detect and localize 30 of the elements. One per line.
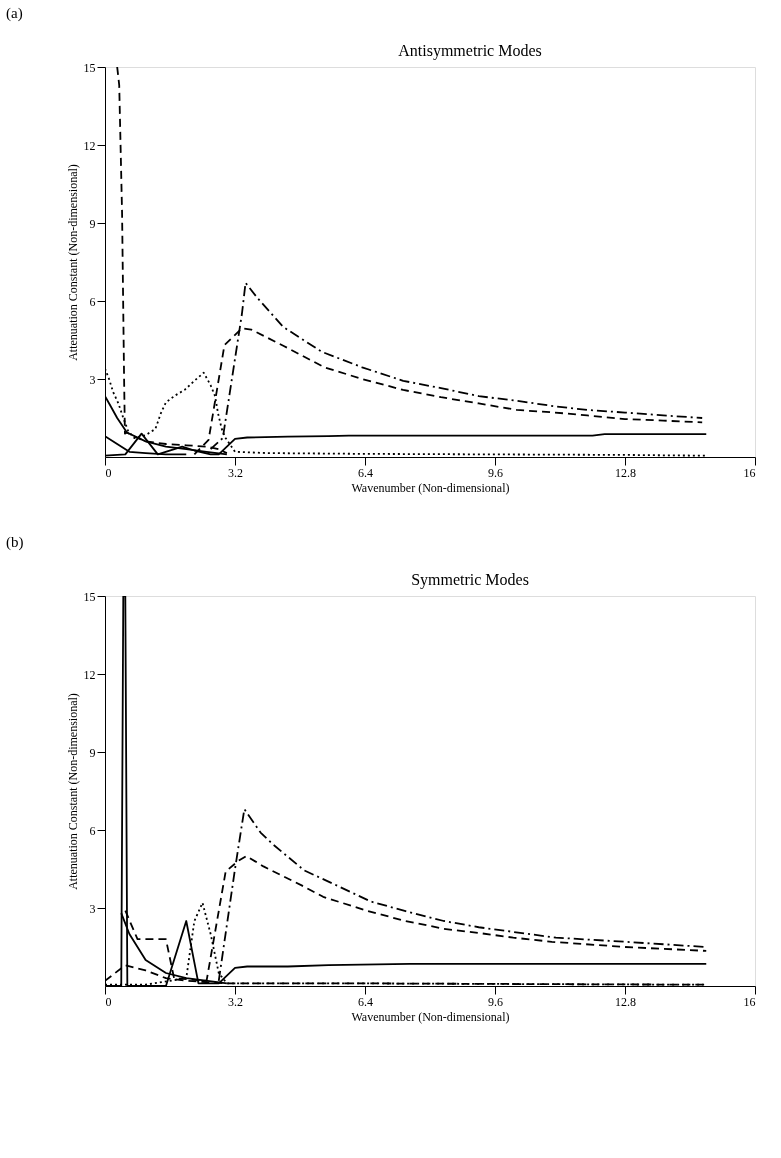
- text: (b): [6, 534, 24, 551]
- x-tick-label: 0: [105, 994, 112, 1009]
- y-tick-label: 15: [83, 60, 96, 75]
- x-tick-label: 9.6: [488, 994, 503, 1009]
- y-tick-label: 12: [83, 138, 96, 153]
- x-axis-title: Wavenumber (Non-dimensional): [351, 1009, 510, 1024]
- x-tick-label: 0: [105, 465, 112, 480]
- x-tick-label: 12.8: [615, 465, 636, 480]
- y-tick-label: 9: [89, 216, 96, 231]
- y-tick-label: 12: [83, 667, 96, 682]
- x-tick-label: 6.4: [358, 994, 373, 1009]
- y-tick-label: 3: [89, 372, 96, 387]
- x-tick-label: 9.6: [488, 465, 503, 480]
- text: (a): [6, 5, 23, 22]
- x-tick-label: 16: [743, 994, 756, 1009]
- y-tick-label: 6: [89, 294, 96, 309]
- x-tick-label: 6.4: [358, 465, 373, 480]
- x-tick-label: 3.2: [228, 465, 243, 480]
- x-axis-title: Wavenumber (Non-dimensional): [351, 480, 510, 495]
- x-tick-label: 3.2: [228, 994, 243, 1009]
- y-tick-label: 15: [83, 589, 96, 604]
- x-tick-label: 16: [743, 465, 756, 480]
- y-axis-title: Attenuation Constant (Non-dimensional): [65, 164, 80, 361]
- y-axis-title: Attenuation Constant (Non-dimensional): [65, 693, 80, 890]
- chart-title: Antisymmetric Modes: [398, 42, 542, 60]
- y-tick-label: 9: [89, 745, 96, 760]
- y-tick-label: 6: [89, 823, 96, 838]
- x-tick-label: 12.8: [615, 994, 636, 1009]
- y-tick-label: 3: [89, 901, 96, 916]
- chart-title: Symmetric Modes: [411, 571, 529, 589]
